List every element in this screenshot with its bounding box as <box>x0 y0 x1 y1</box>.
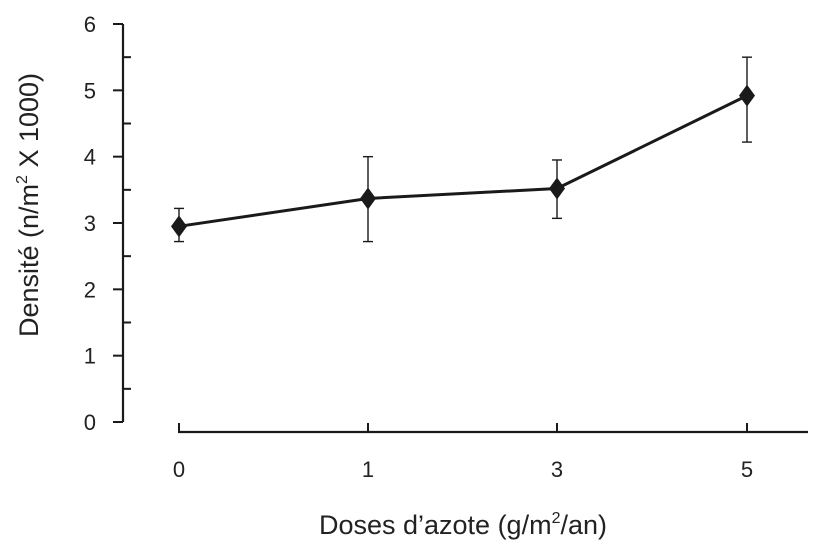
y-axis-title: Densité (n/m2 X 1000) <box>14 73 44 337</box>
data-point-marker <box>360 187 376 210</box>
x-tick-label: 3 <box>551 457 563 482</box>
axes <box>113 23 808 434</box>
y-axis-title-sup: 2 <box>14 175 31 184</box>
tick-labels: 0 1 2 3 4 5 6 0 1 3 5 <box>84 12 753 482</box>
y-tick-label: 4 <box>84 145 96 170</box>
y-axis-title-pre: Densité (n/m <box>14 184 44 337</box>
x-tick-label: 1 <box>362 457 374 482</box>
data-point-marker <box>171 215 187 238</box>
y-tick-label: 0 <box>84 410 96 435</box>
y-axis-title-post: X 1000) <box>14 73 44 175</box>
data-point-marker <box>549 177 565 200</box>
x-axis-title-sup: 2 <box>552 510 561 527</box>
y-tick-label: 6 <box>84 12 96 37</box>
y-tick-label: 2 <box>84 277 96 302</box>
y-tick-label: 5 <box>84 78 96 103</box>
data-point-marker <box>739 84 755 107</box>
y-tick-label: 1 <box>84 344 96 369</box>
x-tick-label: 0 <box>173 457 185 482</box>
series-polyline <box>178 94 748 228</box>
y-tick-label: 3 <box>84 211 96 236</box>
x-tick-label: 5 <box>741 457 753 482</box>
x-axis-title-post: /an) <box>560 510 607 540</box>
data-markers <box>171 84 755 238</box>
series-line <box>178 94 748 228</box>
x-axis-title-pre: Doses d’azote (g/m <box>319 510 552 540</box>
x-axis-title: Doses d’azote (g/m2/an) <box>319 510 607 540</box>
